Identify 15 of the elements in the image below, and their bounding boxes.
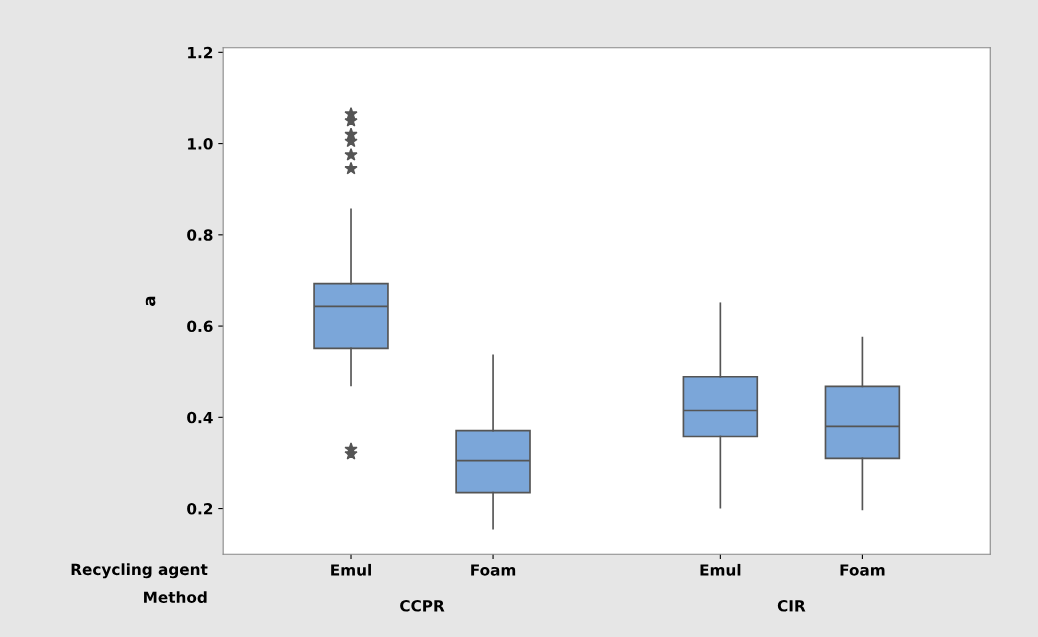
x-tick-label: Emul xyxy=(700,563,741,576)
y-tick-label: 1.2 xyxy=(188,46,213,59)
y-tick-label: 0.8 xyxy=(187,229,213,241)
x-tick-label: Foam xyxy=(840,564,885,576)
y-axis-title: a xyxy=(145,296,156,306)
y-tick-label: 1.0 xyxy=(188,138,213,150)
text: CIR xyxy=(777,600,806,612)
text: CCPR xyxy=(400,600,445,612)
x-tick-label: Emul xyxy=(331,563,371,576)
text: Method xyxy=(144,591,207,603)
y-tick-label: 0.4 xyxy=(187,411,213,424)
y-tick-label: 0.2 xyxy=(187,503,213,515)
y-tick-label: 0.6 xyxy=(187,320,213,333)
x-tick-label: Foam xyxy=(471,564,516,576)
text: Recycling agent xyxy=(71,563,208,579)
